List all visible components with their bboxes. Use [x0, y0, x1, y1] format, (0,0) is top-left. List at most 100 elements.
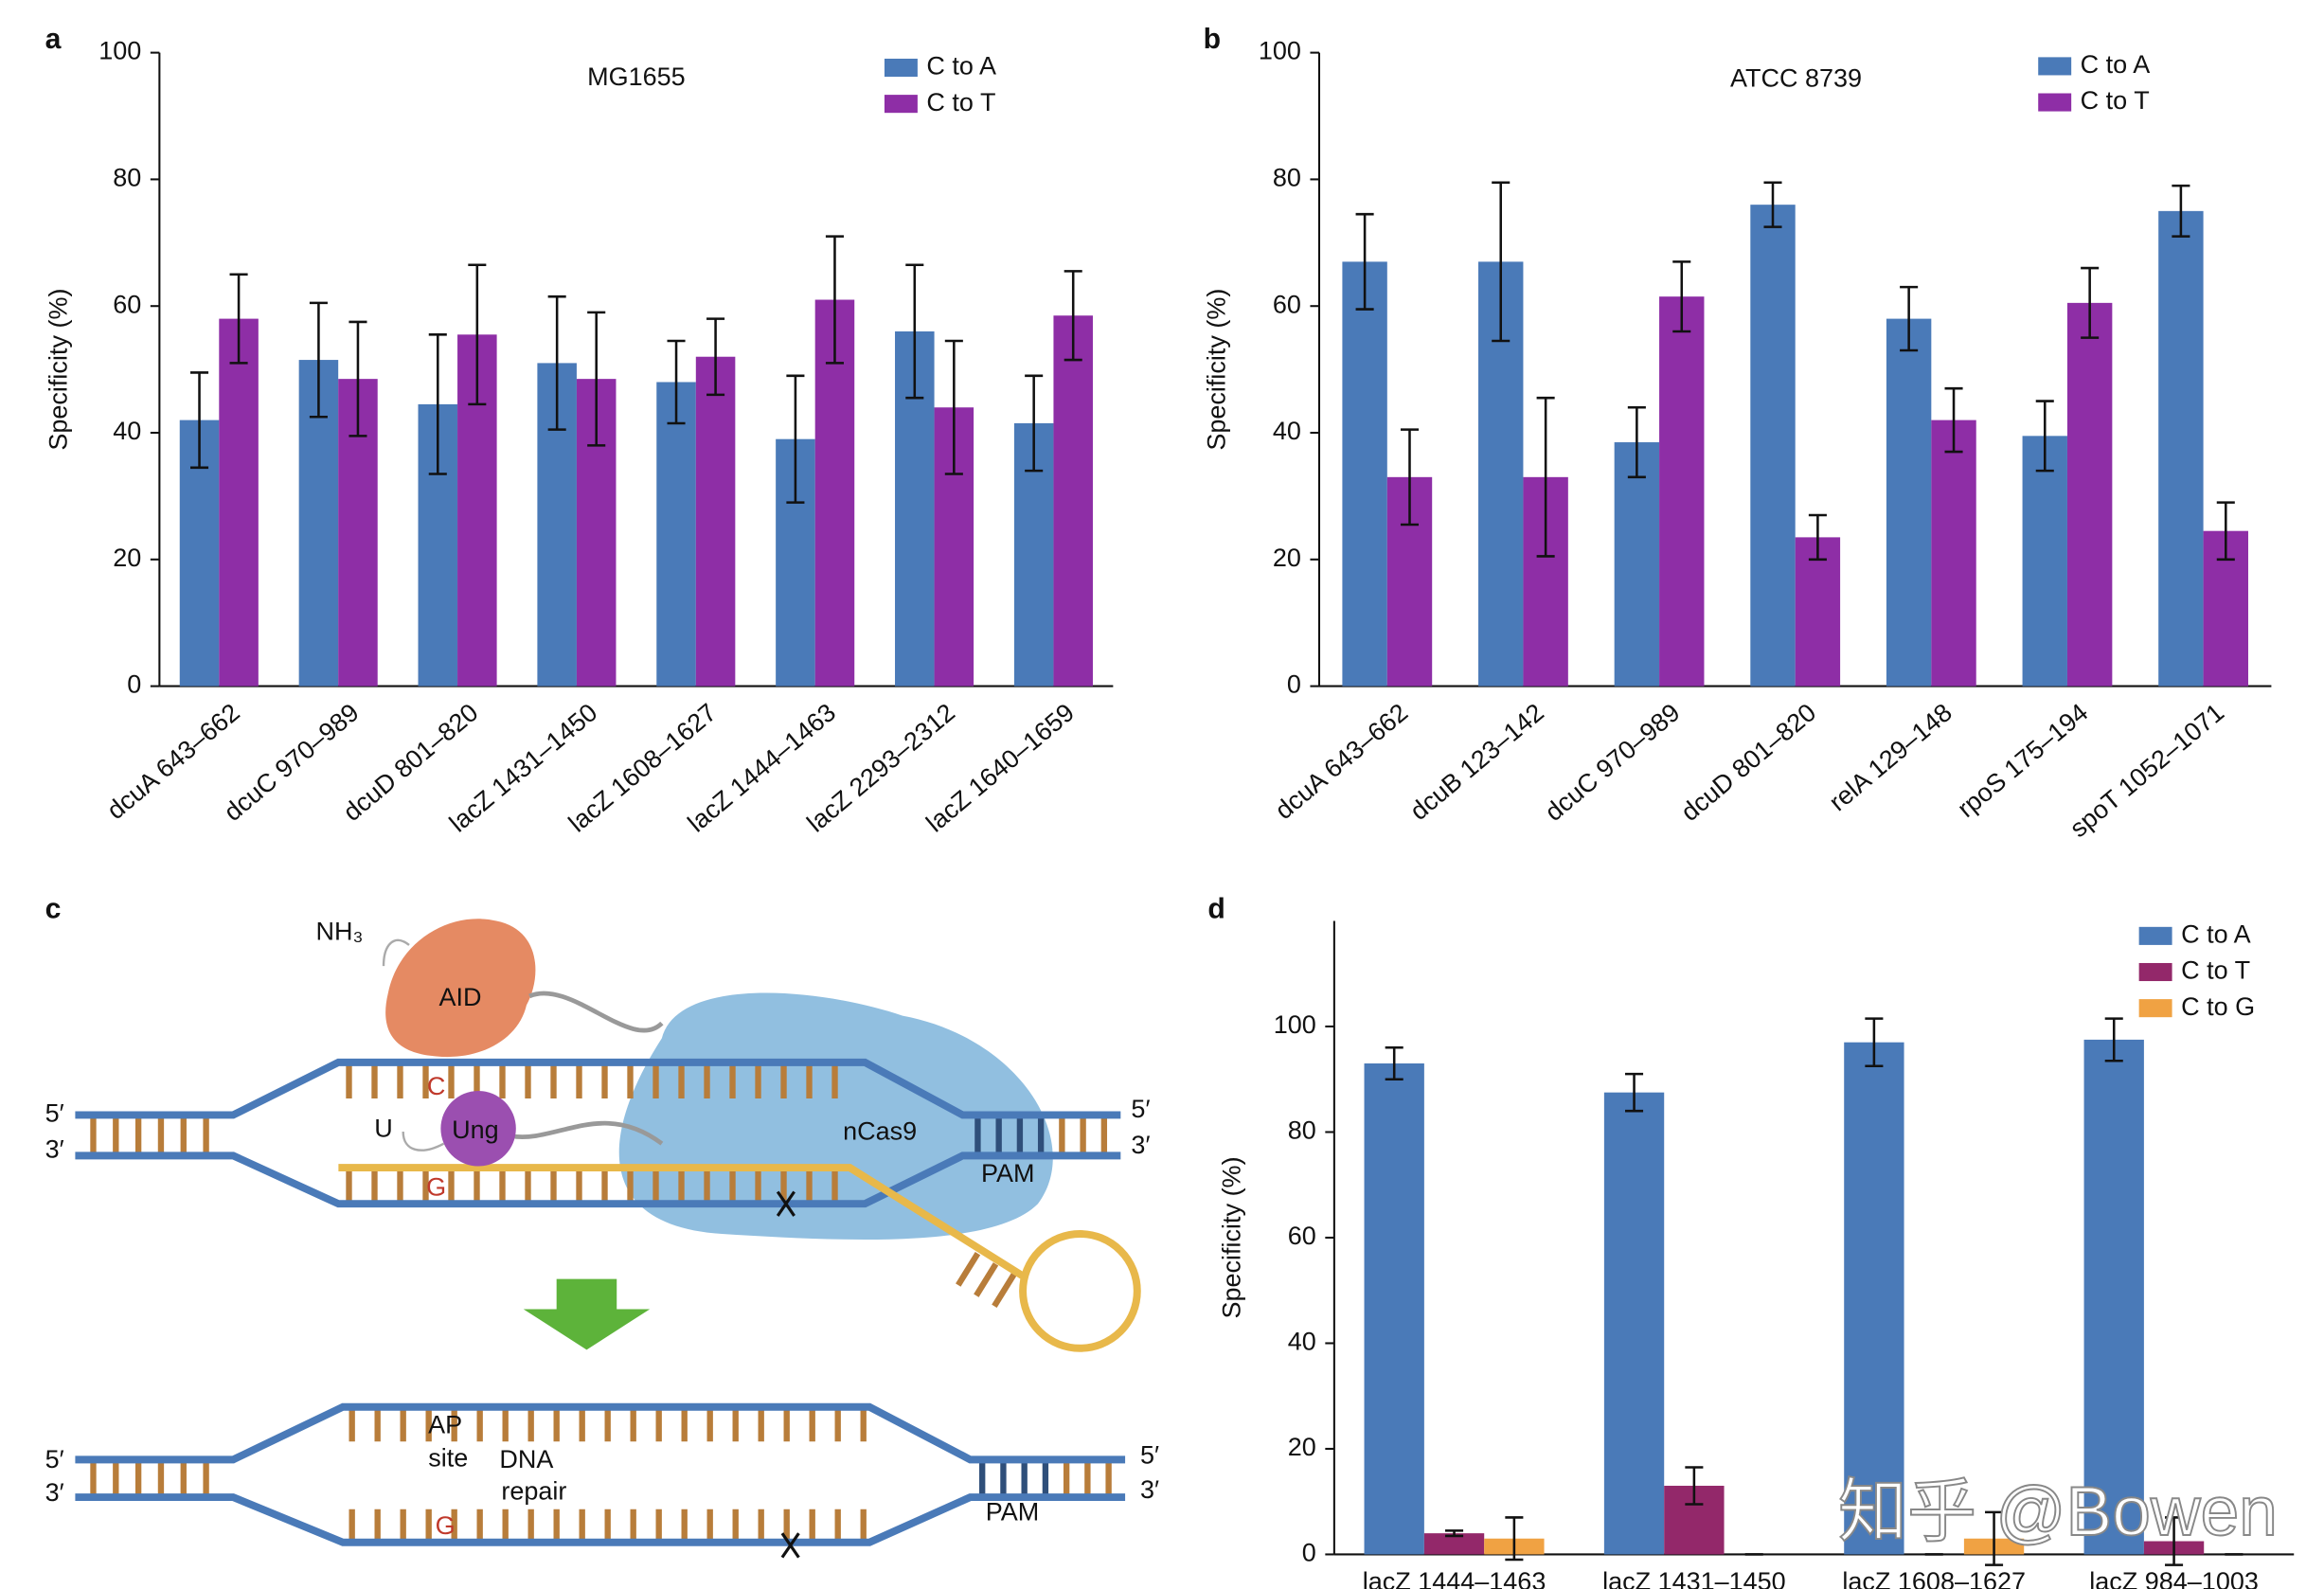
x-tick-label: lacZ 1431–1450 — [1602, 1567, 1786, 1589]
error-bar — [1944, 386, 1963, 454]
bar — [1931, 420, 1976, 687]
ncas9-shape — [618, 992, 1053, 1240]
arrow — [382, 938, 410, 967]
y-tick-label: 0 — [1302, 1539, 1316, 1567]
legend-swatch — [884, 95, 918, 114]
error-bar — [428, 333, 447, 475]
label: 3′ — [45, 1478, 64, 1507]
legend-label: C to A — [926, 52, 996, 80]
error-bar — [349, 320, 367, 437]
legend-swatch — [2138, 999, 2172, 1018]
y-tick-label: 40 — [113, 417, 141, 445]
y-tick-label: 80 — [1288, 1116, 1316, 1145]
green-arrow — [523, 1278, 651, 1350]
error-bar — [1536, 396, 1555, 558]
bar — [1659, 296, 1705, 687]
panel-label: c — [45, 893, 62, 924]
label: 5′ — [45, 1445, 64, 1473]
error-bar — [587, 311, 606, 447]
label: 3′ — [1140, 1475, 1159, 1504]
x-tick-label: dcuA 643–662 — [1270, 698, 1414, 825]
y-tick-label: 40 — [1288, 1328, 1316, 1356]
watermark: 知乎 @Bowen — [1838, 1473, 2278, 1550]
y-tick-label: 0 — [127, 670, 141, 699]
rung — [956, 1251, 981, 1287]
bar — [219, 318, 259, 687]
error-bar — [2172, 184, 2190, 238]
chart-title: MG1655 — [587, 62, 686, 91]
error-bar — [667, 339, 686, 425]
y-tick-label: 80 — [113, 164, 141, 192]
label: 5′ — [45, 1099, 64, 1128]
x-tick-label: dcuB 123–142 — [1404, 698, 1549, 826]
label: 3′ — [1131, 1131, 1150, 1159]
label: DNA — [499, 1445, 553, 1473]
error-bar — [1355, 212, 1374, 311]
legend-label: C to G — [2181, 992, 2255, 1021]
error-bar — [1400, 428, 1420, 527]
rung — [992, 1273, 1017, 1308]
legend-label: C to A — [2181, 919, 2251, 948]
y-tick-label: 80 — [1273, 164, 1301, 192]
error-bar — [1685, 1466, 1704, 1506]
label: AID — [439, 983, 482, 1011]
error-bar — [309, 301, 328, 419]
panel-label: d — [1207, 893, 1225, 924]
label: PAM — [986, 1498, 1040, 1527]
x-tick-label: dcuC 970–989 — [1540, 698, 1686, 827]
label: repair — [501, 1476, 566, 1505]
bar — [656, 382, 696, 687]
y-tick-label: 100 — [1259, 37, 1301, 65]
error-bar — [905, 263, 924, 400]
label: C — [427, 1072, 445, 1100]
y-tick-label: 20 — [1288, 1433, 1316, 1461]
legend-label: C to T — [2081, 86, 2150, 115]
label: G — [436, 1511, 456, 1540]
bar — [1795, 537, 1841, 687]
bar — [1364, 1062, 1424, 1555]
error-bar — [2216, 501, 2235, 562]
error-bar — [1900, 285, 1919, 352]
error-bar — [825, 235, 844, 365]
x-tick-label: rpoS 175–194 — [1952, 698, 2093, 823]
error-bar — [1865, 1017, 1884, 1068]
x-tick-label: lacZ 1444–1463 — [1363, 1567, 1546, 1589]
error-bar — [1985, 1510, 2004, 1566]
linker — [528, 991, 664, 1033]
error-bar — [1625, 1072, 1644, 1113]
error-bar — [1763, 181, 1782, 228]
error-bar — [1627, 405, 1646, 479]
error-bar — [1025, 374, 1044, 473]
error-bar — [1808, 513, 1827, 562]
legend-swatch — [2038, 57, 2072, 76]
label: G — [426, 1172, 446, 1201]
label: nCas9 — [843, 1117, 917, 1146]
error-bar — [706, 317, 725, 397]
x-tick-label: lacZ 984–1003 — [2089, 1567, 2259, 1589]
legend-label: C to T — [926, 88, 995, 116]
error-bar — [2165, 1516, 2184, 1566]
nick — [776, 1190, 800, 1559]
y-tick-label: 60 — [1273, 290, 1301, 318]
y-tick-label: 100 — [1274, 1010, 1316, 1039]
panel-label: a — [45, 24, 62, 55]
error-bar — [468, 263, 487, 406]
error-bar — [1505, 1516, 1524, 1562]
bar — [1750, 205, 1796, 687]
label: PAM — [981, 1159, 1035, 1187]
y-axis-label: Specificity (%) — [45, 289, 73, 451]
error-bar — [1064, 270, 1082, 362]
error-bar — [944, 339, 963, 475]
y-axis-label: Specificity (%) — [1203, 289, 1231, 451]
bar — [2066, 302, 2113, 687]
legend-swatch — [2138, 962, 2172, 982]
legend-swatch — [2038, 93, 2072, 112]
panel-label: b — [1204, 24, 1221, 55]
legend-label: C to T — [2181, 956, 2250, 985]
label: Ung — [452, 1116, 499, 1144]
y-axis-label: Specificity (%) — [1218, 1156, 1246, 1318]
bar — [1603, 1092, 1665, 1555]
rung — [974, 1262, 999, 1297]
label: site — [428, 1443, 468, 1472]
